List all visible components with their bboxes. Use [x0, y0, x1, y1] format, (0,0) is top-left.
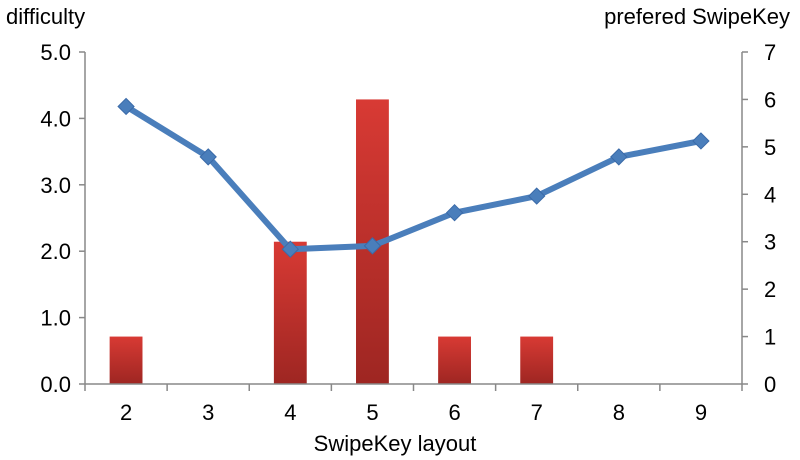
left-tick-label: 1.0: [40, 306, 71, 331]
bar-6: [438, 336, 471, 384]
right-axis-title: prefered SwipeKey: [604, 4, 790, 29]
right-tick-label: 0: [764, 372, 776, 397]
left-tick-label: 3.0: [40, 173, 71, 198]
difficulty-line: [123, 103, 704, 253]
line-point-3: [199, 148, 217, 166]
x-tick-label: 3: [202, 400, 214, 425]
left-tick-label: 5.0: [40, 40, 71, 65]
line-point-4: [281, 240, 300, 258]
x-tick-label: 8: [613, 400, 625, 425]
left-tick-label: 4.0: [40, 106, 71, 131]
line-point-7: [527, 187, 546, 205]
bar-2: [109, 336, 143, 384]
bar-7: [520, 336, 554, 384]
right-tick-label: 3: [764, 230, 776, 255]
x-axis-title: SwipeKey layout: [314, 431, 477, 456]
right-tick-label: 5: [764, 135, 776, 160]
line-series: [117, 97, 710, 258]
x-tick-label: 7: [531, 400, 543, 425]
line-point-8: [610, 148, 628, 166]
right-tick-label: 2: [764, 277, 776, 302]
ticks: 0.0 1.0 2.0 3.0 4.0 5.0 0 1 2 3 4 5 6 7 2 3 4 5 6 7 8 9: [40, 40, 776, 425]
right-tick-label: 1: [764, 325, 776, 350]
x-tick-label: 5: [366, 400, 378, 425]
x-tick-label: 4: [284, 400, 296, 425]
left-tick-label: 2.0: [40, 239, 71, 264]
line-point-6: [445, 203, 464, 222]
right-tick-label: 6: [764, 87, 776, 112]
left-tick-label: 0.0: [40, 372, 71, 397]
x-tick-label: 9: [695, 400, 707, 425]
x-tick-label: 2: [120, 400, 132, 425]
right-tick-label: 4: [764, 182, 776, 207]
bar-series: [109, 99, 554, 384]
bar-4: [273, 241, 307, 384]
line-point-9: [692, 132, 710, 150]
axes: [84, 52, 743, 385]
line-point-5: [363, 237, 382, 255]
x-tick-label: 6: [448, 400, 460, 425]
line-point-2: [117, 97, 135, 116]
right-tick-label: 7: [764, 40, 776, 65]
left-axis-title: difficulty: [6, 4, 85, 29]
